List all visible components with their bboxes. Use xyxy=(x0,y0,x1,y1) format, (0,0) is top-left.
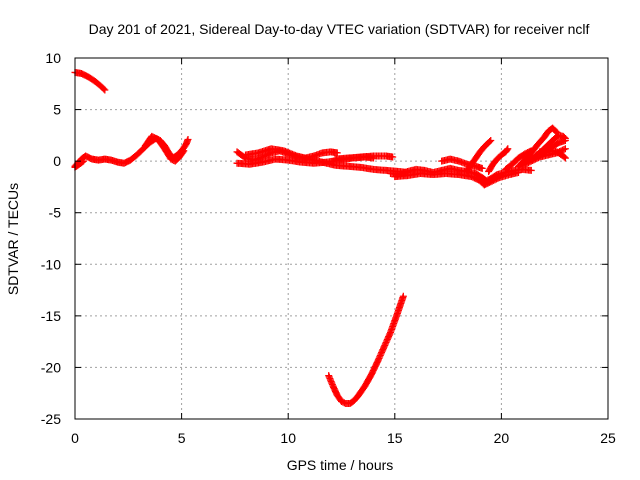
series-arc-9 xyxy=(325,292,407,408)
y-tick-label: 5 xyxy=(53,102,61,118)
series-arc-11 xyxy=(391,168,522,189)
x-tick-label: 20 xyxy=(494,430,510,446)
chart-title: Day 201 of 2021, Sidereal Day-to-day VTE… xyxy=(89,21,590,37)
series-arc-3 xyxy=(71,157,88,171)
data-point xyxy=(478,164,486,172)
data-point xyxy=(180,147,188,155)
data-point xyxy=(101,86,109,94)
data-point xyxy=(561,154,569,162)
x-axis-label: GPS time / hours xyxy=(287,457,394,473)
data-point xyxy=(561,134,569,142)
y-tick-label: 10 xyxy=(45,50,61,66)
x-tick-label: 15 xyxy=(387,430,403,446)
series-arc-10 xyxy=(387,164,535,185)
series-arc-13 xyxy=(463,137,495,174)
data-point xyxy=(514,168,522,176)
data-marker xyxy=(560,145,568,153)
data-point xyxy=(504,145,512,153)
plot-frame xyxy=(74,57,609,420)
data-point xyxy=(527,166,535,174)
series-arc-14 xyxy=(485,145,512,175)
data-marker xyxy=(503,146,511,154)
tick-layer: 0 5 10 15 20 25 10 5 0 -5 -10 -15 -20 -25 xyxy=(41,50,616,446)
y-tick-label: -15 xyxy=(41,308,61,324)
y-tick-label: -5 xyxy=(49,205,62,221)
series-arc-20 xyxy=(519,145,569,169)
series-arc-4 xyxy=(141,132,188,165)
x-tick-label: 25 xyxy=(600,430,616,446)
data-marker xyxy=(179,148,187,156)
series-arc-1 xyxy=(71,68,109,94)
data-point xyxy=(389,153,397,161)
x-tick-label: 5 xyxy=(178,430,186,446)
data-point xyxy=(80,157,88,165)
y-axis-label: SDTVAR / TECUs xyxy=(5,183,21,295)
y-tick-label: -25 xyxy=(41,411,61,427)
data-layer xyxy=(71,68,569,408)
x-tick-label: 10 xyxy=(280,430,296,446)
data-marker xyxy=(78,158,86,166)
y-tick-label: 0 xyxy=(53,153,61,169)
data-marker xyxy=(100,85,108,93)
data-marker xyxy=(552,127,560,135)
data-point xyxy=(399,292,407,300)
y-tick-label: -20 xyxy=(41,359,61,375)
grid-layer xyxy=(75,58,608,419)
series-arc-8 xyxy=(331,152,397,163)
data-marker xyxy=(486,138,494,146)
data-point xyxy=(561,145,569,153)
data-marker xyxy=(560,153,568,161)
data-point xyxy=(333,149,341,157)
y-tick-label: -10 xyxy=(41,256,61,272)
data-marker xyxy=(560,133,568,141)
x-tick-label: 0 xyxy=(71,430,79,446)
data-point xyxy=(487,137,495,145)
series-arc-2 xyxy=(71,134,192,170)
data-point xyxy=(184,135,192,143)
